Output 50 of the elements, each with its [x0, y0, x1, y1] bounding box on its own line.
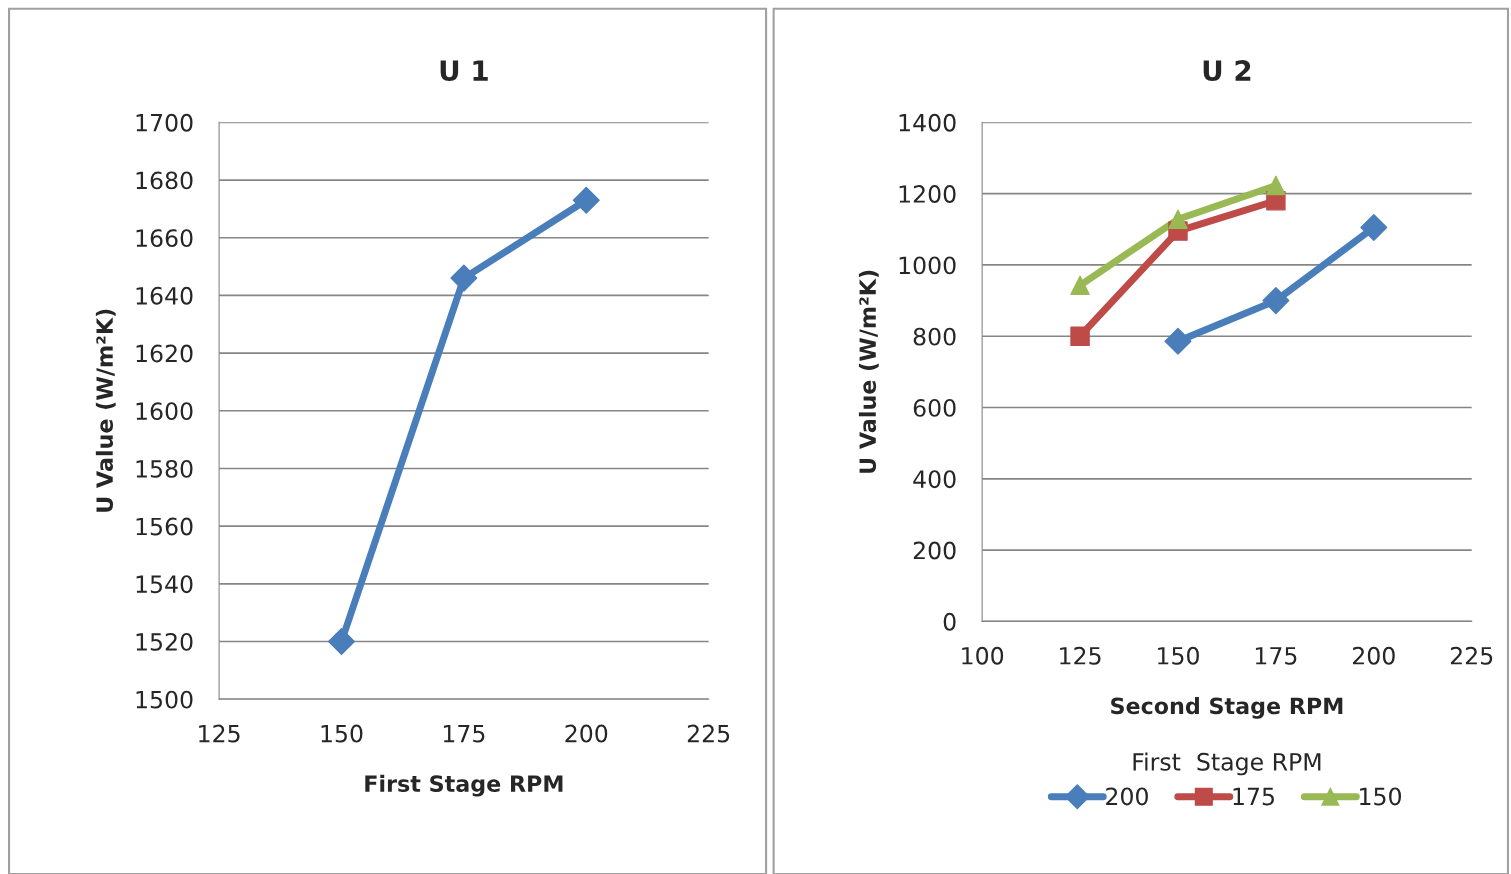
- point: [572, 186, 600, 214]
- x-tick-label: 175: [443, 724, 485, 743]
- chart-title: U 2: [1203, 60, 1251, 82]
- y-tick-label: 1660: [136, 229, 193, 248]
- x-axis-title: First Stage RPM: [365, 774, 563, 797]
- y-tick-label: 1600: [136, 402, 193, 421]
- x-axis-title: Second Stage RPM: [1111, 697, 1343, 719]
- y-tick-label: 0: [943, 612, 956, 631]
- y-tick-label: 200: [913, 541, 956, 560]
- x-tick-label: 125: [199, 724, 240, 743]
- y-tick-label: 1400: [899, 113, 956, 132]
- y-tick-label: 1540: [136, 575, 193, 594]
- x-tick-label: 200: [1353, 646, 1395, 665]
- x-tick-label: 200: [565, 724, 608, 743]
- point: [1262, 287, 1290, 315]
- x-tick-label: 150: [1158, 646, 1199, 665]
- x-tick-label: 225: [687, 724, 730, 743]
- chart-title: U 1: [440, 60, 488, 82]
- y-tick-label: 800: [913, 327, 956, 346]
- y-tick-label: 1620: [136, 344, 193, 363]
- legend-label: 150: [1360, 787, 1401, 806]
- x-tick-label: 175: [1255, 647, 1297, 665]
- point: [1070, 326, 1090, 346]
- point: [1070, 275, 1090, 296]
- y-tick-label: 1000: [899, 256, 956, 275]
- point: [1360, 214, 1388, 242]
- x-tick-label: 150: [321, 724, 363, 743]
- point: [1168, 209, 1188, 230]
- y-tick-label: 600: [913, 398, 956, 417]
- x-tick-label: 125: [1060, 646, 1101, 665]
- point: [327, 628, 355, 656]
- y-tick-label: 1700: [136, 113, 193, 132]
- y-tick-label: 1560: [136, 517, 193, 536]
- point: [1164, 327, 1192, 355]
- legend-label: 200: [1106, 787, 1148, 806]
- y-tick-label: 1520: [136, 632, 193, 651]
- y-axis-title: U Value (W/m²K): [858, 270, 879, 473]
- y-tick-label: 1640: [136, 286, 193, 305]
- y-axis-title: U Value (W/m²K): [95, 309, 116, 512]
- y-tick-label: 400: [913, 470, 956, 489]
- point: [1266, 175, 1286, 196]
- y-tick-label: 1680: [136, 171, 193, 190]
- point: [450, 264, 478, 292]
- x-tick-label: 225: [1450, 646, 1493, 665]
- y-tick-label: 1580: [136, 459, 193, 478]
- legend-label: 175: [1233, 787, 1274, 806]
- y-tick-label: 1200: [899, 185, 956, 203]
- legend-title: First Stage RPM: [1133, 752, 1321, 776]
- y-tick-label: 1500: [136, 690, 193, 709]
- x-tick-label: 100: [962, 646, 1004, 665]
